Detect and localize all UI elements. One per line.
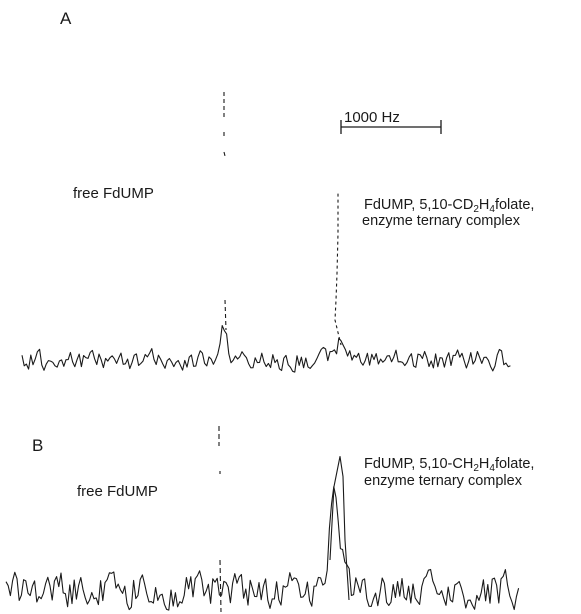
scale-bar: 1000 Hz (340, 109, 442, 134)
panel-b-peak-complex (329, 455, 350, 601)
panel-b-peak-free (218, 426, 222, 613)
panel-a-free-fdump-label: free FdUMP (73, 185, 154, 202)
panel-a-peak-free (223, 92, 227, 331)
panel-a-complex-label-line2: enzyme ternary complex (362, 213, 521, 229)
scale-bar-label: 1000 Hz (344, 109, 400, 126)
panel-a-spectrum-trace (21, 325, 511, 373)
panel-b-free-fdump-label: free FdUMP (77, 483, 158, 500)
panel-b-complex-label-line2: enzyme ternary complex (364, 473, 523, 489)
panel-b: B free FdUMP FdUMP, 5,10-CH2H4folate, en… (5, 426, 534, 613)
panel-a-letter: A (60, 9, 72, 28)
panel-b-spectrum-trace (5, 486, 520, 611)
panel-b-letter: B (32, 436, 43, 455)
panel-a-peak-complex (334, 193, 342, 346)
panel-a-complex-label-line1: FdUMP, 5,10-CD2H4folate, (364, 197, 534, 215)
panel-a: A 1000 Hz free FdUMP FdUMP, 5,10-CD2H4fo… (21, 9, 534, 373)
panel-b-complex-label-line1: FdUMP, 5,10-CH2H4folate, (364, 456, 534, 474)
